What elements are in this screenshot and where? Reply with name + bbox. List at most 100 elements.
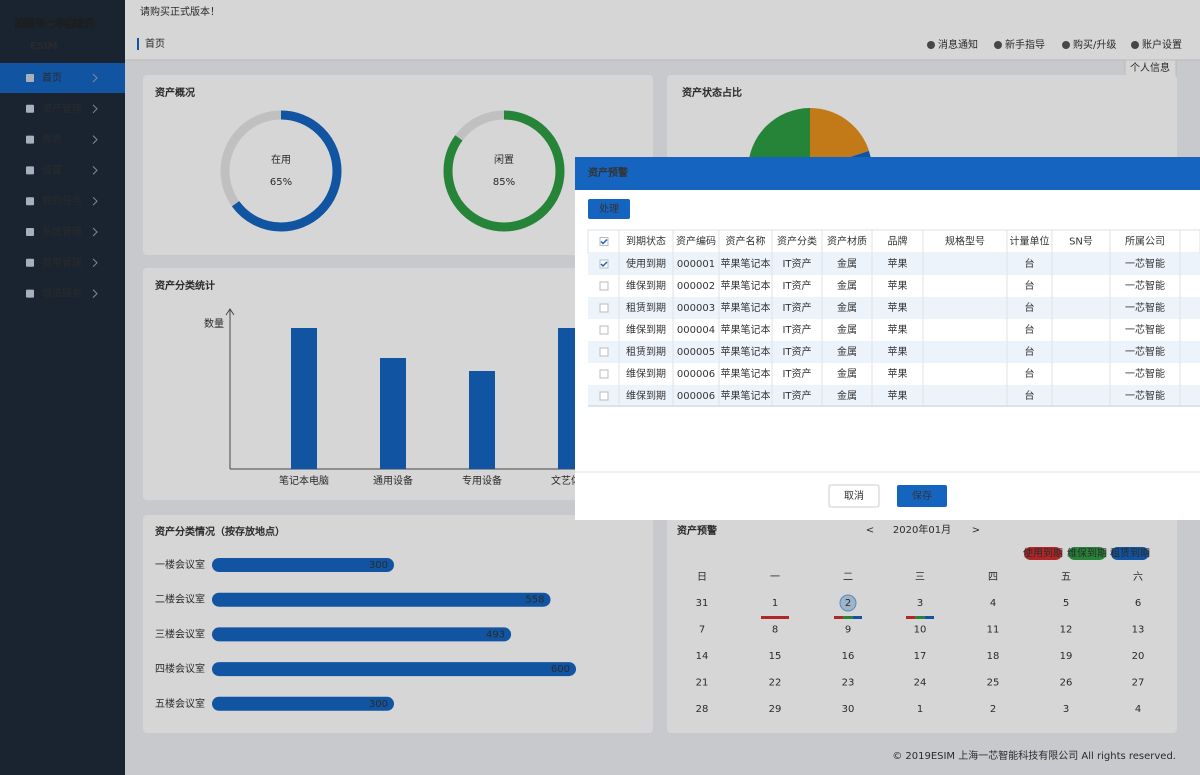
calendar-prev[interactable]: < — [866, 525, 874, 536]
top-menu-item[interactable]: 购买/升级 — [1073, 38, 1116, 51]
calendar-day[interactable]: 9 — [845, 625, 851, 636]
top-menu-item[interactable]: 消息通知 — [938, 38, 978, 51]
calendar-day[interactable]: 1 — [772, 598, 778, 609]
calendar-day[interactable]: 1 — [917, 704, 923, 715]
calendar-day[interactable]: 10 — [914, 625, 927, 636]
calendar-day[interactable]: 28 — [696, 704, 709, 715]
table-cell: 台 — [1025, 301, 1035, 314]
weekday: 四 — [988, 572, 998, 583]
sidebar-item[interactable]: 系统管理 — [42, 225, 82, 238]
calendar-day[interactable]: 3 — [1063, 704, 1069, 715]
calendar-day[interactable]: 13 — [1132, 625, 1145, 636]
calendar-day[interactable]: 27 — [1132, 678, 1145, 689]
calendar-day[interactable]: 26 — [1060, 678, 1073, 689]
table-row — [588, 253, 1200, 275]
calendar-day[interactable]: 23 — [842, 678, 855, 689]
checkbox[interactable] — [599, 303, 609, 313]
action-button-label[interactable]: 处理 — [599, 203, 619, 215]
table-cell: 苹果 — [888, 257, 908, 270]
table-cell: 台 — [1025, 323, 1035, 336]
table-cell: 一芯智能 — [1125, 257, 1165, 270]
checkbox[interactable] — [599, 325, 609, 335]
sidebar-item[interactable]: 资产管理 — [42, 102, 82, 115]
sidebar-item[interactable]: 首页 — [42, 71, 62, 84]
calendar-day[interactable]: 15 — [769, 651, 782, 662]
sidebar-item[interactable]: 我的任务 — [42, 194, 82, 207]
calendar-next[interactable]: > — [972, 525, 980, 536]
sidebar-item[interactable]: 报表 — [42, 133, 62, 146]
calendar-day[interactable]: 3 — [917, 598, 923, 609]
calendar-day[interactable]: 11 — [987, 625, 1000, 636]
ring-value: 65% — [270, 177, 292, 188]
table-cell[interactable]: 000005 — [677, 347, 715, 358]
axis-arrow — [225, 308, 235, 316]
top-menu-item[interactable]: 账户设置 — [1142, 38, 1182, 51]
category-label: 五楼会议室 — [155, 697, 205, 710]
table-cell[interactable]: 000002 — [677, 281, 715, 292]
calendar-day[interactable]: 18 — [987, 651, 1000, 662]
cancel-button-label[interactable]: 取消 — [844, 489, 864, 502]
top-menu-item[interactable]: 新手指导 — [1005, 38, 1045, 51]
day-alert — [906, 616, 916, 619]
calendar-day[interactable]: 25 — [987, 678, 1000, 689]
menu-icon — [1062, 41, 1070, 49]
calendar-day[interactable]: 19 — [1060, 651, 1073, 662]
calendar-day[interactable]: 17 — [914, 651, 927, 662]
table-cell[interactable]: 000004 — [677, 325, 715, 336]
cancel-button[interactable] — [828, 484, 880, 508]
calendar-day[interactable]: 29 — [769, 704, 782, 715]
sidebar-item[interactable]: 设置 — [42, 164, 62, 176]
table-cell: 台 — [1025, 257, 1035, 270]
table-cell: 苹果 — [888, 367, 908, 380]
sidebar-item[interactable]: 增值服务 — [42, 287, 82, 300]
dropdown-item[interactable]: 个人信息 — [1130, 61, 1170, 74]
save-button[interactable] — [897, 485, 947, 507]
action-button[interactable] — [588, 199, 630, 219]
calendar-day[interactable]: 4 — [990, 598, 996, 609]
table-cell: 台 — [1025, 279, 1035, 292]
table-cell: 苹果笔记本 — [721, 301, 771, 314]
day-alert — [834, 616, 844, 619]
calendar-day[interactable]: 22 — [769, 678, 782, 689]
sidebar-chevron — [92, 73, 98, 83]
calendar-day[interactable]: 7 — [699, 625, 705, 636]
sidebar-item[interactable]: 费用管理 — [42, 256, 82, 269]
table-cell: 金属 — [837, 301, 857, 314]
calendar-day[interactable]: 20 — [1132, 651, 1145, 662]
column-header: 到期状态 — [626, 235, 666, 248]
column-header: 计量单位 — [1010, 235, 1050, 248]
checkbox[interactable] — [599, 391, 609, 401]
legend-label: 使用到期 — [1023, 547, 1063, 560]
day-alert — [761, 616, 789, 619]
calendar-day[interactable]: 12 — [1060, 625, 1073, 636]
calendar-day[interactable]: 6 — [1135, 598, 1141, 609]
save-button-label[interactable]: 保存 — [912, 489, 932, 502]
sidebar-icon — [26, 228, 34, 236]
sidebar-icon — [26, 74, 34, 82]
checkbox[interactable] — [599, 369, 609, 379]
table-cell[interactable]: 000003 — [677, 303, 715, 314]
calendar-day[interactable]: 2 — [990, 704, 996, 715]
calendar-day[interactable]: 14 — [696, 651, 709, 662]
table-cell[interactable]: 000006 — [677, 369, 715, 380]
table-cell: 维保到期 — [626, 279, 666, 292]
checkbox[interactable] — [599, 281, 609, 291]
breadcrumb-marker — [137, 38, 139, 50]
calendar-day[interactable]: 4 — [1135, 704, 1141, 715]
calendar-day[interactable]: 24 — [914, 678, 927, 689]
table-cell: 苹果笔记本 — [721, 389, 771, 402]
calendar-day[interactable]: 30 — [842, 704, 855, 715]
table-cell[interactable]: 000006 — [677, 391, 715, 402]
calendar-day[interactable]: 2 — [845, 598, 851, 609]
calendar-day[interactable]: 5 — [1063, 598, 1069, 609]
checkbox[interactable] — [599, 347, 609, 357]
table-cell: 苹果笔记本 — [721, 345, 771, 358]
calendar-day[interactable]: 8 — [772, 625, 778, 636]
table-cell: 一芯智能 — [1125, 345, 1165, 358]
calendar-day[interactable]: 21 — [696, 678, 709, 689]
calendar-day[interactable]: 16 — [842, 651, 855, 662]
bar — [380, 358, 406, 469]
calendar-day[interactable]: 31 — [696, 598, 709, 609]
table-cell: 维保到期 — [626, 367, 666, 380]
table-cell[interactable]: 000001 — [677, 259, 715, 270]
